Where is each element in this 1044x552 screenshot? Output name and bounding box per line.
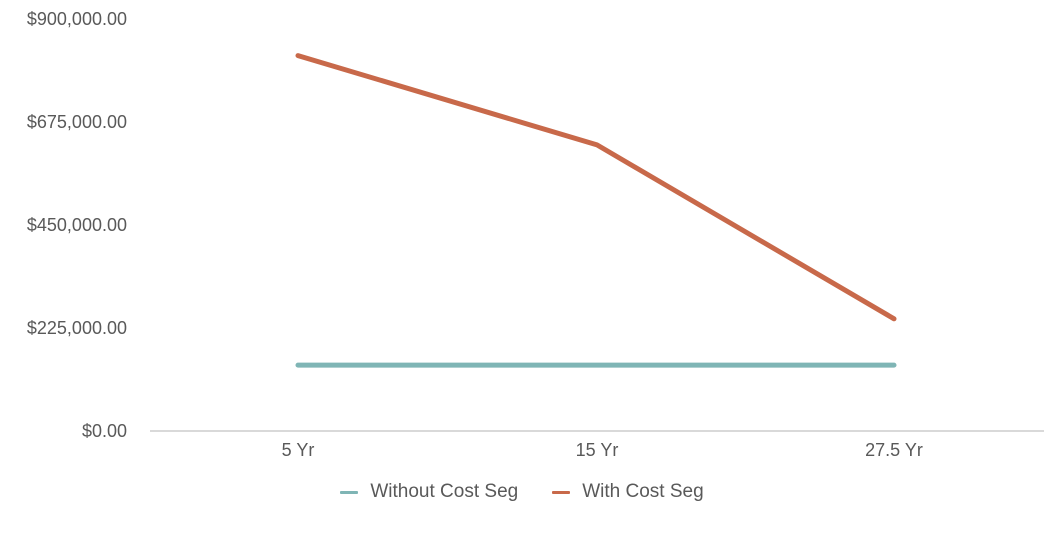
legend-swatch-teal <box>340 490 359 494</box>
series-lines <box>295 53 897 368</box>
legend-label: Without Cost Seg <box>370 481 519 502</box>
x-tick-label: 15 Yr <box>576 440 619 460</box>
x-tick-label: 5 Yr <box>282 440 315 460</box>
x-axis-labels: 5 Yr 15 Yr 27.5 Yr <box>282 440 923 460</box>
legend: Without Cost Seg With Cost Seg <box>0 478 1044 506</box>
legend-item-with-cost-seg[interactable]: With Cost Seg <box>552 481 704 503</box>
y-tick-label: $675,000.00 <box>27 112 127 132</box>
y-axis-labels: $0.00 $225,000.00 $450,000.00 $675,000.00 $9… <box>27 9 127 441</box>
legend-swatch-orange <box>552 490 571 494</box>
y-tick-label: $0.00 <box>82 421 127 441</box>
y-tick-label: $900,000.00 <box>27 9 127 29</box>
series-line-with-cost-seg <box>295 53 897 322</box>
x-tick-label: 27.5 Yr <box>865 440 923 460</box>
legend-label: With Cost Seg <box>582 481 704 502</box>
y-tick-label: $450,000.00 <box>27 215 127 235</box>
legend-item-without-cost-seg[interactable]: Without Cost Seg <box>340 481 518 503</box>
y-tick-label: $225,000.00 <box>27 318 127 338</box>
